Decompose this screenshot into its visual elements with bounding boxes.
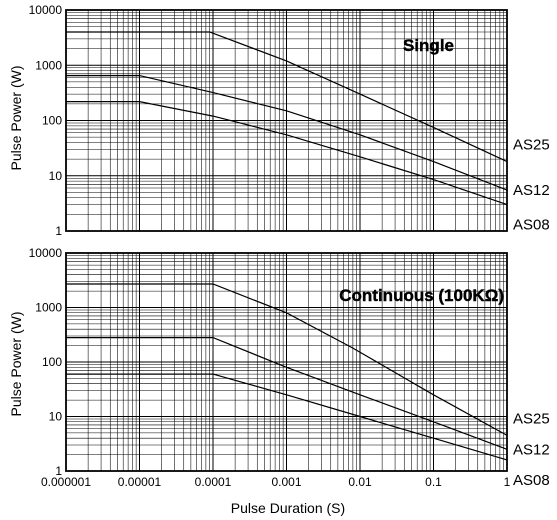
panel-title-continuous: Continuous (100KΩ) bbox=[339, 286, 504, 305]
y-tick-label: 10 bbox=[49, 410, 63, 424]
series-line-as25 bbox=[66, 283, 508, 436]
panel-continuous: 1 10 100 1000 10000 0.000001 0.00001 0.0001 0.00… bbox=[29, 246, 550, 489]
x-tick-label: 0.1 bbox=[425, 475, 442, 489]
x-tick-label: 0.0001 bbox=[195, 475, 232, 489]
series-label-as25: AS25 bbox=[513, 137, 550, 154]
panel-single: 1 10 100 1000 10000 AS25 AS12 AS08 bbox=[29, 3, 550, 238]
y-tick-label: 1 bbox=[55, 464, 62, 478]
y-tick-label: 1000 bbox=[35, 301, 62, 315]
x-tick-label: 1 bbox=[504, 475, 511, 489]
y-tick-label: 1 bbox=[55, 224, 62, 238]
series-line-as12 bbox=[66, 75, 508, 191]
series-line-as25 bbox=[66, 31, 508, 163]
x-tick-label: 0.000001 bbox=[41, 475, 91, 489]
series-line-as12 bbox=[66, 337, 508, 450]
x-tick-label: 0.001 bbox=[271, 475, 301, 489]
series-label-as25: AS25 bbox=[513, 410, 550, 427]
y-tick-label: 100 bbox=[42, 355, 62, 369]
y-tick-label: 1000 bbox=[35, 58, 62, 72]
y-tick-label: 100 bbox=[42, 114, 62, 128]
series-label-as12: AS12 bbox=[513, 441, 550, 458]
y-tick-label: 10 bbox=[49, 169, 63, 183]
x-tick-label: 0.01 bbox=[348, 475, 372, 489]
plot-frame bbox=[65, 9, 508, 232]
series-line-as08 bbox=[66, 101, 508, 206]
series-label-as08: AS08 bbox=[513, 472, 550, 489]
plot-frame bbox=[65, 252, 508, 472]
y-tick-label: 10000 bbox=[29, 246, 63, 260]
y-axis-label-continuous: Pulse Power (W) bbox=[8, 311, 24, 416]
x-axis-label: Pulse Duration (S) bbox=[231, 500, 345, 516]
series-label-as08: AS08 bbox=[513, 217, 550, 234]
panel-title-single: Single bbox=[403, 36, 454, 55]
series-line-as08 bbox=[66, 373, 508, 461]
y-tick-label: 10000 bbox=[29, 3, 63, 17]
x-tick-label: 0.00001 bbox=[118, 475, 162, 489]
y-axis-label-single: Pulse Power (W) bbox=[8, 65, 24, 170]
series-label-as12: AS12 bbox=[513, 182, 550, 199]
